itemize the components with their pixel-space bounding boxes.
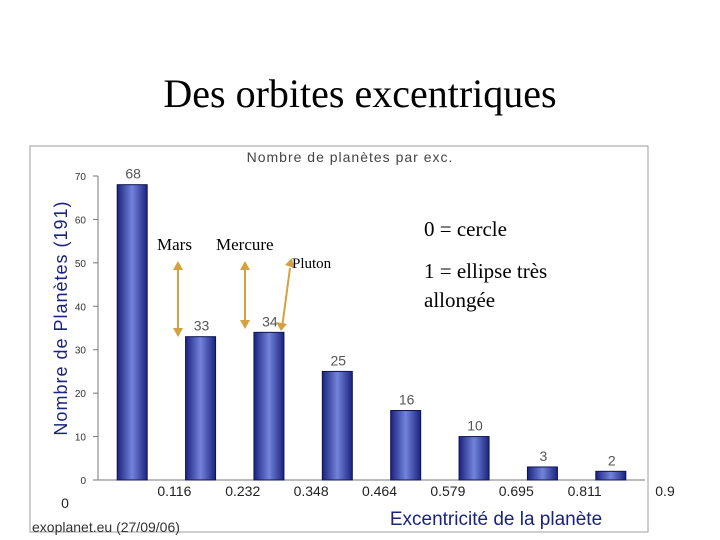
x-tick-label: 0.811 bbox=[568, 483, 602, 499]
x-tick-label: 0.695 bbox=[499, 483, 534, 499]
bar bbox=[526, 466, 558, 481]
bar bbox=[458, 436, 490, 481]
chart-title: Nombre de planètes par exc. bbox=[247, 149, 454, 165]
y-tick-label: 20 bbox=[75, 389, 87, 400]
mars-arrow bbox=[173, 261, 183, 337]
bar bbox=[185, 336, 217, 481]
ellipse-note-line2: allongée bbox=[424, 288, 495, 312]
x-tick-label: 0.9 bbox=[655, 483, 675, 499]
ellipse-note-line1: 1 = ellipse très bbox=[424, 259, 547, 283]
bar-value-label: 3 bbox=[540, 448, 548, 464]
bar bbox=[116, 184, 148, 481]
x-tick-label: 0.232 bbox=[225, 483, 260, 499]
bars bbox=[116, 184, 627, 481]
y-tick-label: 60 bbox=[75, 215, 87, 226]
bar bbox=[595, 470, 627, 481]
bar bbox=[390, 410, 422, 481]
bar-value-label: 33 bbox=[194, 318, 210, 334]
bar-value-label: 34 bbox=[262, 313, 278, 329]
value-labels: 68 33 34 25 16 10 3 2 bbox=[125, 166, 616, 469]
bar bbox=[253, 331, 285, 481]
x-tick-label: 0.348 bbox=[294, 483, 329, 499]
y-tick-label: 0 bbox=[80, 476, 86, 487]
y-tick-label: 30 bbox=[75, 346, 87, 357]
mercure-label: Mercure bbox=[216, 235, 274, 254]
circle-note: 0 = cercle bbox=[424, 217, 507, 241]
x-ticks: 0 0.116 0.232 0.348 0.464 0.579 0.695 0.811 0.9 bbox=[61, 483, 675, 511]
y-tick-label: 40 bbox=[75, 302, 87, 313]
bar-value-label: 2 bbox=[608, 452, 616, 468]
x-tick-label: 0.579 bbox=[430, 483, 465, 499]
x-tick-label: 0 bbox=[61, 495, 69, 511]
pluton-label: Pluton bbox=[292, 256, 332, 272]
y-ticks: 0 10 20 30 40 50 60 70 bbox=[75, 172, 98, 487]
bar-value-label: 10 bbox=[467, 418, 483, 434]
mars-label: Mars bbox=[157, 235, 192, 254]
y-axis-title: Nombre de Planètes (191) bbox=[51, 200, 71, 435]
bar bbox=[321, 370, 353, 481]
plot-frame bbox=[29, 145, 649, 533]
mercure-arrow bbox=[240, 261, 250, 329]
y-tick-label: 50 bbox=[75, 259, 87, 270]
y-tick-label: 70 bbox=[75, 172, 87, 183]
bar-value-label: 16 bbox=[399, 392, 415, 408]
slide-title: Des orbites excentriques bbox=[163, 71, 557, 116]
bar-value-label: 25 bbox=[331, 352, 347, 368]
x-tick-label: 0.464 bbox=[362, 483, 397, 499]
source-label: exoplanet.eu (27/09/06) bbox=[32, 519, 180, 535]
pluton-arrow bbox=[276, 258, 294, 331]
bar-value-label: 68 bbox=[125, 166, 141, 182]
x-axis-title: Excentricité de la planète bbox=[390, 509, 602, 530]
y-tick-label: 10 bbox=[75, 433, 87, 444]
x-tick-label: 0.116 bbox=[157, 483, 191, 499]
